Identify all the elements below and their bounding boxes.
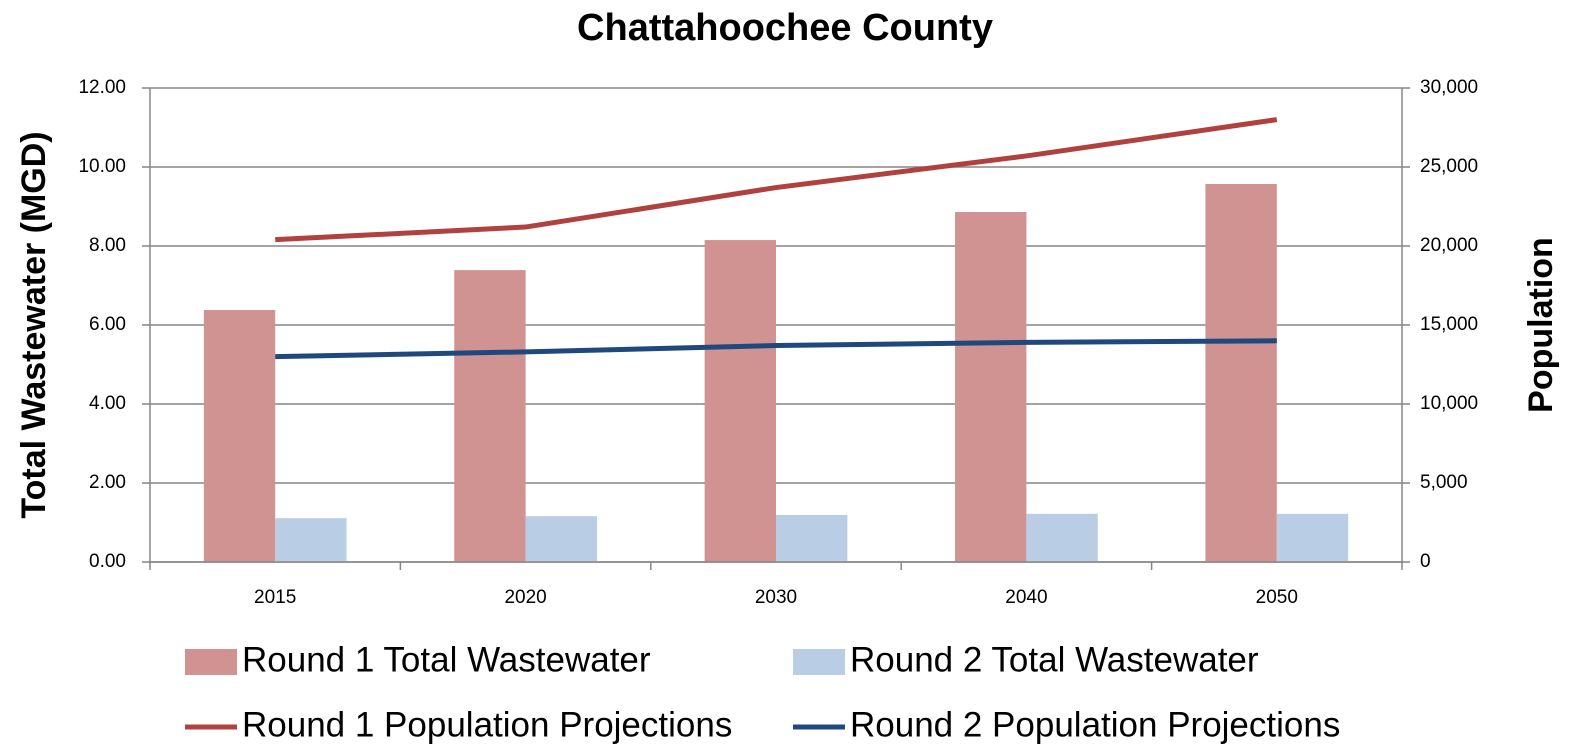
bar [525, 516, 597, 562]
y2-tick-label: 25,000 [1420, 156, 1478, 177]
bar [275, 518, 347, 562]
y-tick-label: 8.00 [89, 235, 126, 256]
y-tick-label: 2.00 [89, 472, 126, 493]
bar [203, 309, 276, 562]
bar [704, 240, 776, 562]
legend-label: Round 2 Population Projections [850, 705, 1340, 744]
y2-tick-label: 5,000 [1420, 472, 1468, 493]
y2-tick-label: 15,000 [1420, 314, 1478, 335]
bar [955, 212, 1027, 562]
y-tick-label: 0.00 [89, 551, 126, 572]
chart-title: Chattahoochee County [577, 7, 993, 49]
legend-swatch [793, 649, 845, 675]
bar [1276, 513, 1349, 562]
y-tick-label: 12.00 [78, 77, 126, 98]
legend-label: Round 2 Total Wastewater [850, 640, 1259, 679]
x-tick-label: 2015 [254, 587, 296, 608]
y2-tick-label: 0 [1420, 551, 1431, 572]
x-tick-label: 2030 [755, 587, 797, 608]
x-tick-label: 2020 [504, 587, 546, 608]
legend-label: Round 1 Population Projections [242, 705, 732, 744]
line [275, 117, 1278, 243]
bar [454, 270, 526, 562]
y2-tick-label: 10,000 [1420, 393, 1478, 414]
y-axis-label: Total Wastewater (MGD) [15, 131, 53, 518]
y2-tick-label: 30,000 [1420, 77, 1478, 98]
legend-swatch [185, 649, 237, 675]
y-tick-label: 10.00 [78, 156, 126, 177]
y2-tick-label: 20,000 [1420, 235, 1478, 256]
line [275, 338, 1277, 360]
y-tick-label: 6.00 [89, 314, 126, 335]
x-tick-label: 2040 [1005, 587, 1047, 608]
x-tick-label: 2050 [1256, 587, 1298, 608]
bar [1026, 513, 1098, 562]
bar [1205, 183, 1277, 563]
legend-label: Round 1 Total Wastewater [242, 640, 651, 679]
y-tick-label: 4.00 [89, 393, 126, 414]
bar [776, 514, 848, 562]
y2-axis-label: Population [1522, 237, 1560, 413]
